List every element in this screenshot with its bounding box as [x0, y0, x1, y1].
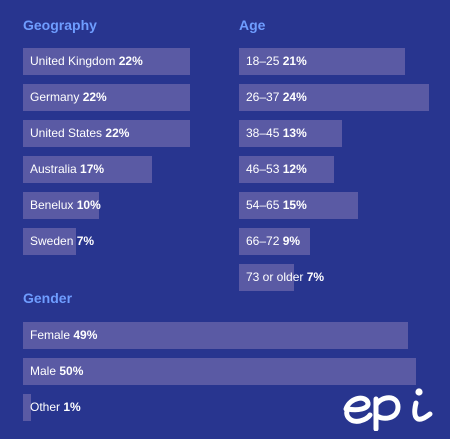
gender-bar: Female 49%: [23, 322, 408, 349]
category-label: 26–37: [246, 90, 280, 104]
geography-bar-label: Benelux 10%: [30, 192, 101, 219]
value-label: 21%: [282, 54, 307, 68]
geography-bar-label: Australia 17%: [30, 156, 104, 183]
age-bar-label: 26–37 24%: [246, 84, 307, 111]
age-bar: 18–25 21%: [239, 48, 405, 75]
gender-bar: Other 1%: [23, 394, 81, 421]
value-label: 17%: [80, 162, 105, 176]
age-heading: Age: [239, 17, 266, 33]
category-label: 38–45: [246, 126, 280, 140]
age-bar-label: 46–53 12%: [246, 156, 307, 183]
category-label: Germany: [30, 90, 80, 104]
geography-bar-label: Sweden 7%: [30, 228, 94, 255]
geography-bar: Australia 17%: [23, 156, 153, 183]
category-label: 46–53: [246, 162, 280, 176]
age-bar: 73 or older 7%: [239, 264, 324, 291]
value-label: 24%: [282, 90, 307, 104]
value-label: 9%: [282, 234, 301, 248]
geography-bar-label: United Kingdom 22%: [30, 48, 143, 75]
gender-bar-label: Male 50%: [30, 358, 83, 385]
value-label: 50%: [59, 364, 84, 378]
age-bar-label: 66–72 9%: [246, 228, 300, 255]
value-label: 49%: [73, 328, 98, 342]
category-label: Sweden: [30, 234, 74, 248]
geography-bar: Sweden 7%: [23, 228, 94, 255]
age-bar-label: 54–65 15%: [246, 192, 307, 219]
age-bar-label: 38–45 13%: [246, 120, 307, 147]
value-label: 22%: [118, 54, 143, 68]
category-label: Australia: [30, 162, 77, 176]
value-label: 1%: [63, 400, 81, 414]
category-label: 54–65: [246, 198, 280, 212]
age-bar: 46–53 12%: [239, 156, 334, 183]
geography-bar-label: Germany 22%: [30, 84, 107, 111]
category-label: 73 or older: [246, 270, 304, 284]
value-label: 10%: [76, 198, 101, 212]
age-bar: 66–72 9%: [239, 228, 311, 255]
value-label: 7%: [76, 234, 95, 248]
geography-bar: United States 22%: [23, 120, 191, 147]
epi-logo: epi: [343, 388, 433, 431]
value-label: 22%: [82, 90, 107, 104]
category-label: Female: [30, 328, 71, 342]
category-label: Male: [30, 364, 57, 378]
gender-bar-label: Other 1%: [30, 394, 81, 421]
age-bar: 54–65 15%: [239, 192, 358, 219]
gender-bar: Male 50%: [23, 358, 416, 385]
value-label: 22%: [105, 126, 130, 140]
geography-bar: Germany 22%: [23, 84, 191, 111]
value-label: 7%: [306, 270, 325, 284]
category-label: United States: [30, 126, 103, 140]
gender-heading: Gender: [23, 290, 73, 306]
category-label: Benelux: [30, 198, 74, 212]
geography-bar: United Kingdom 22%: [23, 48, 191, 75]
category-label: 18–25: [246, 54, 280, 68]
gender-bar-label: Female 49%: [30, 322, 97, 349]
geography-heading: Geography: [23, 17, 97, 33]
value-label: 15%: [282, 198, 307, 212]
age-bar: 38–45 13%: [239, 120, 342, 147]
age-bar: 26–37 24%: [239, 84, 429, 111]
category-label: 66–72: [246, 234, 280, 248]
geography-bar: Benelux 10%: [23, 192, 101, 219]
value-label: 12%: [282, 162, 307, 176]
category-label: United Kingdom: [30, 54, 116, 68]
category-label: Other: [30, 400, 61, 414]
age-bar-label: 73 or older 7%: [246, 264, 324, 291]
geography-bar-label: United States 22%: [30, 120, 129, 147]
age-bar-label: 18–25 21%: [246, 48, 307, 75]
value-label: 13%: [282, 126, 307, 140]
